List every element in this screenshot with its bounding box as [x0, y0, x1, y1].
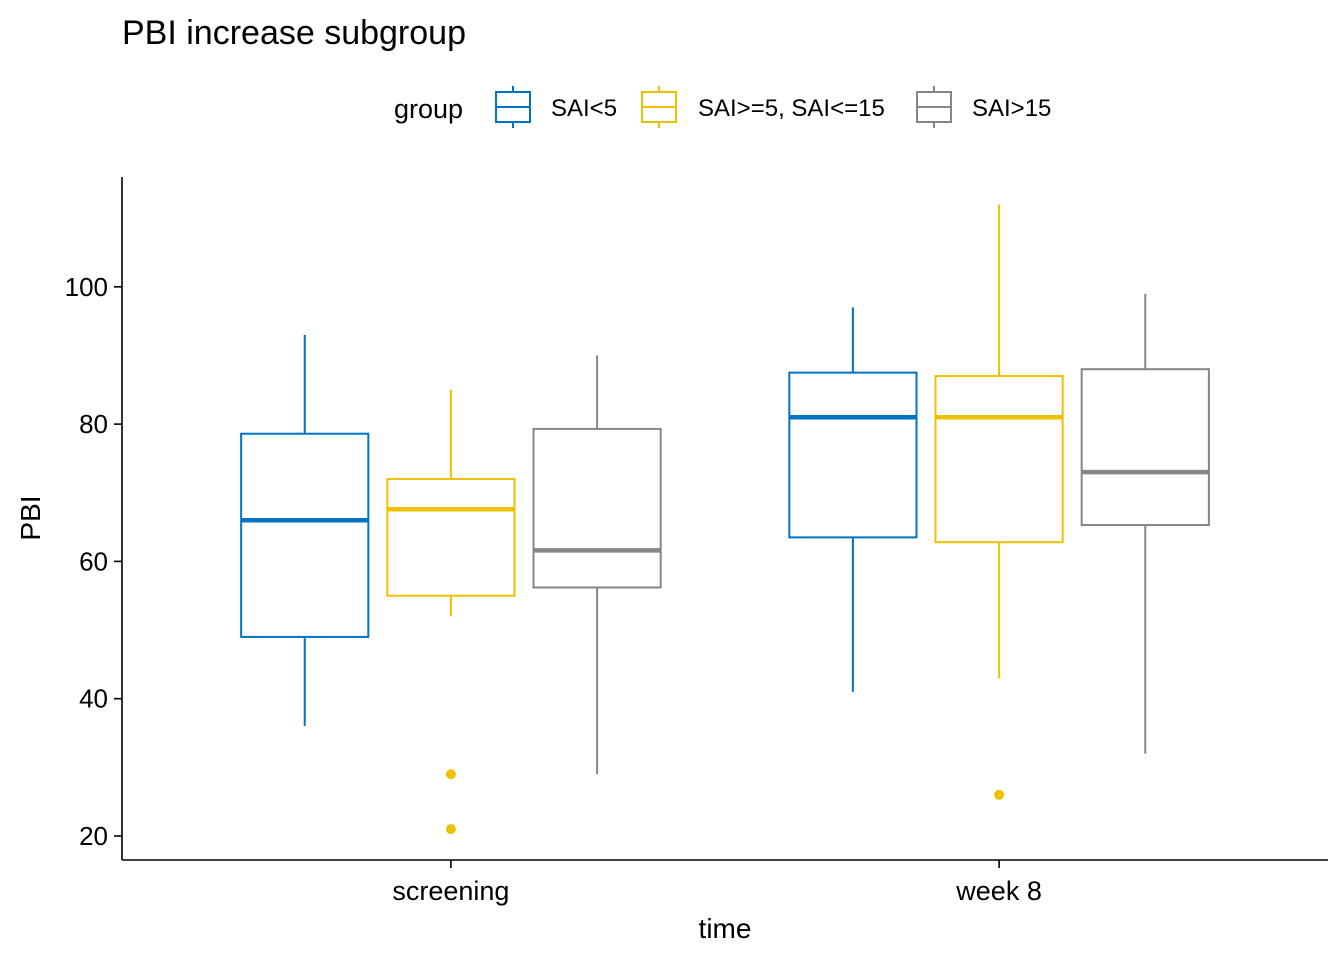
x-axis-label: time	[699, 913, 752, 944]
legend-item: SAI<5	[495, 86, 617, 128]
box-SAI<5-week 8	[788, 307, 918, 692]
x-tick-label: screening	[392, 876, 509, 906]
y-tick-label: 100	[65, 272, 108, 302]
box-body	[386, 478, 516, 597]
box-body	[934, 375, 1064, 544]
box-body	[240, 432, 370, 638]
y-axis-label: PBI	[15, 495, 46, 540]
outlier-point	[445, 769, 456, 780]
box-SAI>15-week 8	[1080, 293, 1210, 754]
box-SAI>15-screening	[532, 355, 662, 775]
box-body	[788, 371, 918, 539]
y-tick-label: 60	[79, 546, 108, 576]
legend: group SAI<5 SAI>=5, SAI<=15 SAI>15	[394, 86, 1051, 128]
box-SAI<5-screening	[240, 334, 370, 727]
y-ticks: 20 40 60 80 100	[65, 272, 122, 851]
x-tick-label: week 8	[955, 876, 1042, 906]
y-tick-label: 20	[79, 821, 108, 851]
y-tick-label: 40	[79, 684, 108, 714]
legend-item: SAI>15	[916, 86, 1051, 128]
axes: 20 40 60 80 100 screening week 8	[65, 177, 1328, 906]
box-SAI>=5, SAI<=15-week 8	[934, 204, 1064, 800]
box-body	[1080, 368, 1210, 527]
legend-item: SAI>=5, SAI<=15	[641, 86, 885, 128]
legend-label: SAI<5	[551, 95, 617, 122]
box-SAI>=5, SAI<=15-screening	[386, 389, 516, 835]
outlier-point	[994, 789, 1005, 800]
chart-title: PBI increase subgroup	[122, 14, 466, 52]
plot-area	[240, 204, 1210, 835]
outlier-point	[445, 824, 456, 835]
legend-label: SAI>15	[972, 95, 1051, 122]
box-body	[532, 427, 662, 589]
legend-label: SAI>=5, SAI<=15	[698, 95, 885, 122]
y-tick-label: 80	[79, 409, 108, 439]
legend-items: SAI<5 SAI>=5, SAI<=15 SAI>15	[495, 86, 1051, 128]
legend-title: group	[394, 94, 463, 124]
x-ticks: screening week 8	[392, 860, 1042, 906]
